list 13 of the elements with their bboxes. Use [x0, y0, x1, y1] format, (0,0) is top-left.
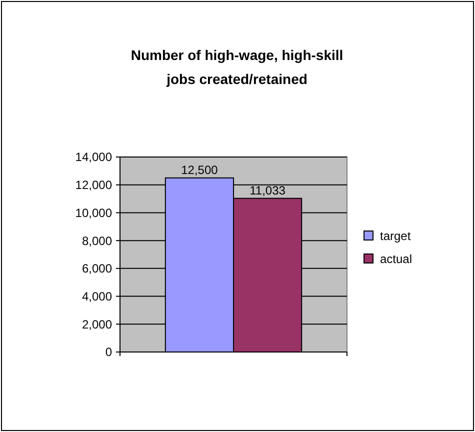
y-tick-label: 12,000: [75, 178, 112, 192]
chart-title: Number of high-wage, high-skill jobs created/retained: [130, 47, 344, 87]
y-tick-label: 0: [105, 345, 112, 360]
y-tick-label: 10,000: [75, 206, 112, 220]
y-tick-label: 2,000: [82, 317, 112, 332]
legend-label: target: [380, 229, 412, 244]
text: 12,500: [181, 162, 218, 177]
legend-label: actual: [380, 252, 412, 266]
y-tick-label: 8,000: [82, 234, 112, 248]
y-tick-label: 6,000: [82, 262, 112, 276]
text: 11,033: [250, 183, 286, 198]
y-tick-label: 4,000: [82, 289, 112, 304]
y-tick-label: 14,000: [75, 150, 112, 164]
